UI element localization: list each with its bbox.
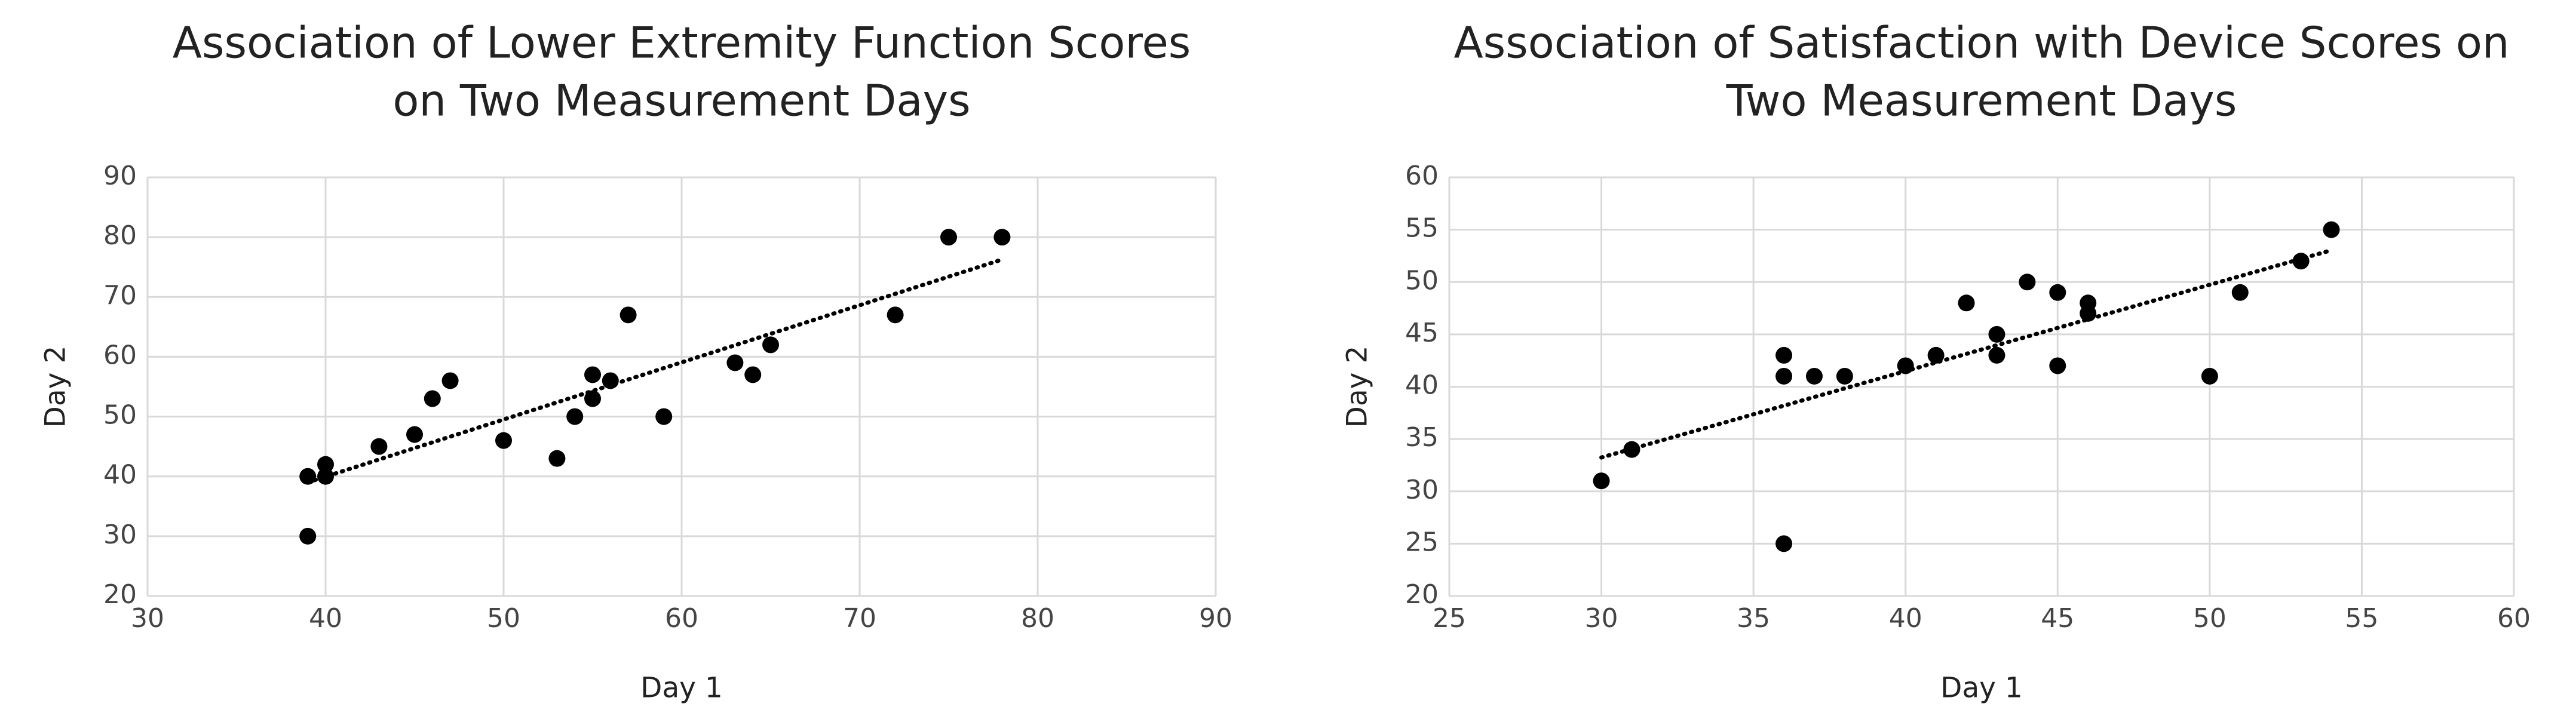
point	[2049, 357, 2066, 374]
point	[2049, 284, 2066, 301]
point	[370, 438, 388, 455]
x-tick-label: 45	[2041, 603, 2074, 634]
x-tick-label: 90	[1199, 603, 1232, 634]
chart-title: on Two Measurement Days	[392, 76, 970, 126]
point	[1805, 367, 1823, 385]
x-axis-title: Day 1	[640, 672, 723, 705]
y-tick-label: 70	[103, 280, 137, 311]
y-tick-label: 20	[103, 579, 137, 610]
point	[1958, 294, 1975, 312]
point	[584, 390, 601, 407]
point	[1897, 357, 1914, 374]
y-axis-title: Day 2	[1341, 346, 1374, 428]
point	[2080, 305, 2097, 322]
point	[940, 229, 957, 246]
y-tick-label: 90	[103, 161, 137, 191]
chart-title: Association of Satisfaction with Device …	[1453, 18, 2509, 68]
point	[2019, 274, 2036, 291]
y-tick-label: 35	[1405, 422, 1439, 453]
y-tick-label: 25	[1405, 527, 1439, 557]
y-tick-label: 40	[1405, 370, 1439, 401]
point	[1593, 472, 1610, 490]
y-tick-label: 50	[1405, 265, 1439, 296]
point	[1775, 346, 1793, 364]
point	[584, 366, 601, 383]
point	[299, 468, 317, 485]
y-tick-label: 30	[103, 520, 137, 550]
x-tick-label: 30	[1585, 603, 1618, 634]
point	[2323, 221, 2340, 238]
y-tick-label: 80	[103, 220, 137, 251]
point	[1623, 441, 1640, 458]
point	[762, 336, 779, 354]
x-tick-label: 35	[1737, 603, 1770, 634]
trend-line	[305, 257, 1004, 485]
point	[620, 306, 637, 324]
y-tick-label: 50	[103, 400, 137, 431]
x-tick-label: 40	[309, 603, 342, 634]
point	[655, 408, 673, 425]
x-axis-title: Day 1	[1940, 672, 2023, 705]
point	[1988, 346, 2005, 364]
y-tick-label: 45	[1405, 318, 1439, 348]
y-tick-label: 60	[1405, 161, 1439, 191]
point	[406, 426, 423, 443]
point	[2231, 284, 2249, 301]
y-tick-label: 60	[103, 340, 137, 370]
y-axis-title: Day 2	[39, 346, 72, 428]
point	[2292, 253, 2310, 270]
x-tick-label: 50	[487, 603, 520, 634]
y-tick-label: 20	[1405, 579, 1439, 610]
point	[1775, 535, 1793, 552]
point	[317, 456, 334, 473]
point	[317, 468, 334, 485]
x-tick-label: 40	[1889, 603, 1922, 634]
x-tick-label: 55	[2345, 603, 2378, 634]
x-tick-label: 70	[843, 603, 876, 634]
x-tick-label: 60	[2497, 603, 2531, 634]
point	[1836, 367, 1853, 385]
point	[2201, 367, 2218, 385]
chart-title: Association of Lower Extremity Function …	[173, 18, 1191, 68]
point	[1775, 367, 1793, 385]
point	[566, 408, 584, 425]
point	[495, 432, 512, 449]
point	[299, 527, 317, 545]
y-tick-label: 40	[103, 460, 137, 490]
x-tick-label: 25	[1433, 603, 1466, 634]
y-tick-label: 30	[1405, 475, 1439, 505]
point	[1988, 325, 2005, 343]
point	[602, 372, 619, 389]
point	[993, 229, 1011, 246]
point	[744, 366, 762, 383]
point	[441, 372, 459, 389]
x-tick-label: 50	[2193, 603, 2227, 634]
point	[548, 450, 566, 467]
point	[726, 354, 744, 371]
x-tick-label: 30	[131, 603, 164, 634]
trend-line	[1599, 248, 2334, 460]
point	[887, 306, 904, 324]
y-tick-label: 55	[1405, 213, 1439, 244]
x-tick-label: 60	[665, 603, 698, 634]
chart-title: Two Measurement Days	[1726, 76, 2237, 126]
point	[1927, 346, 1945, 364]
point	[424, 390, 441, 407]
x-tick-label: 80	[1021, 603, 1054, 634]
